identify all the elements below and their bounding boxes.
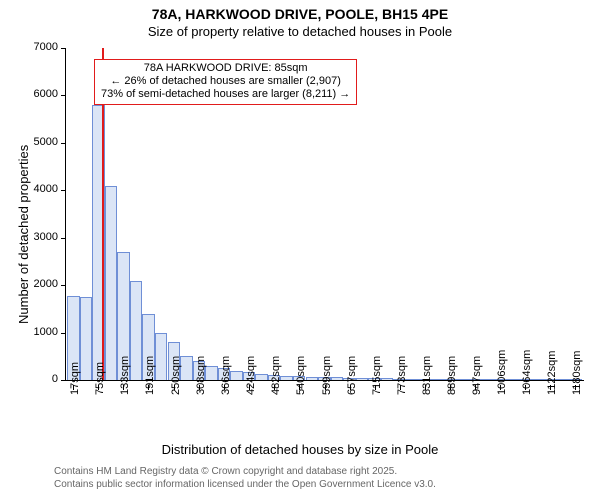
histogram-bar [205,366,218,380]
histogram-bar [130,281,143,380]
y-tick-label: 6000 [34,88,58,100]
histogram-bar [155,333,168,380]
histogram-bar [280,376,293,380]
histogram-bar [105,186,118,380]
attribution: Contains HM Land Registry data © Crown c… [54,466,436,491]
y-tick-label: 0 [52,373,58,385]
y-axis-label: Number of detached properties [16,145,31,324]
histogram-bar [230,371,243,380]
callout-line-1: 78A HARKWOOD DRIVE: 85sqm [101,62,350,75]
x-axis-label: Distribution of detached houses by size … [0,442,600,457]
chart-title: 78A, HARKWOOD DRIVE, POOLE, BH15 4PE [0,6,600,22]
x-tick-label: 599sqm [321,356,333,395]
x-tick-label: 773sqm [396,356,408,395]
x-tick-label: 889sqm [446,356,458,395]
x-tick-label: 250sqm [170,356,182,395]
attribution-line-2: Contains public sector information licen… [54,479,436,492]
callout-line-3: 73% of semi-detached houses are larger (… [101,88,350,101]
attribution-line-1: Contains HM Land Registry data © Crown c… [54,466,436,479]
x-tick-label: 482sqm [270,356,282,395]
x-tick-label: 1064sqm [521,350,533,395]
histogram-bar [306,377,319,380]
x-tick-label: 424sqm [245,356,257,395]
x-tick-label: 947sqm [471,356,483,395]
x-tick-label: 308sqm [195,356,207,395]
x-tick-label: 540sqm [295,356,307,395]
x-tick-label: 715sqm [371,356,383,395]
x-tick-label: 191sqm [144,356,156,395]
y-tick-label: 3000 [34,231,58,243]
y-tick-label: 4000 [34,183,58,195]
x-tick-label: 1180sqm [571,351,583,395]
histogram-bar [80,297,93,380]
histogram-bar [557,379,570,380]
histogram-bar [532,379,545,380]
y-tick-label: 7000 [34,41,58,53]
histogram-bar [180,356,193,380]
histogram-bar [507,379,520,380]
x-tick-label: 75sqm [94,362,106,395]
histogram-chart: 78A, HARKWOOD DRIVE, POOLE, BH15 4PE Siz… [0,0,600,500]
x-tick-label: 366sqm [220,356,232,395]
histogram-bar [255,374,268,380]
x-tick-label: 831sqm [421,356,433,395]
plot-area: 78A HARKWOOD DRIVE: 85sqm ← 26% of detac… [65,48,584,381]
x-tick-label: 133sqm [119,356,131,395]
chart-subtitle: Size of property relative to detached ho… [0,24,600,39]
y-tick-label: 1000 [34,326,58,338]
x-tick-label: 17sqm [69,362,81,395]
x-tick-label: 657sqm [346,356,358,395]
x-tick-label: 1122sqm [546,351,558,395]
y-tick-label: 5000 [34,136,58,148]
callout-box: 78A HARKWOOD DRIVE: 85sqm ← 26% of detac… [94,59,357,105]
callout-line-2: ← 26% of detached houses are smaller (2,… [101,75,350,88]
x-tick-label: 1006sqm [496,350,508,395]
y-tick-label: 2000 [34,278,58,290]
